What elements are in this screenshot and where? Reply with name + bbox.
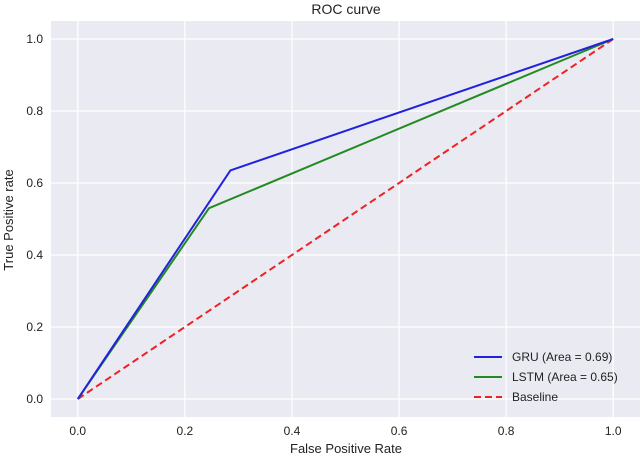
x-tick-label: 0.4 <box>284 424 301 438</box>
legend-entry-label: LSTM (Area = 0.65) <box>512 370 618 384</box>
chart-title: ROC curve <box>311 1 380 17</box>
tick-labels: 0.0 0.2 0.4 0.6 0.8 1.0 0.0 0.2 0.4 0.6 0.8 1.0 <box>26 32 622 438</box>
series-layer <box>76 38 614 400</box>
x-tick-label: 1.0 <box>605 424 622 438</box>
legend-entry-label: GRU (Area = 0.69) <box>512 350 612 364</box>
x-tick-label: 0.2 <box>177 424 194 438</box>
y-tick-label: 0.4 <box>26 248 43 262</box>
legend-entry-label: Baseline <box>512 390 558 404</box>
x-tick-label: 0.6 <box>391 424 408 438</box>
x-tick-label: 0.8 <box>498 424 515 438</box>
y-axis-label: True Positive rate <box>1 169 16 270</box>
y-tick-label: 0.2 <box>26 320 43 334</box>
y-tick-label: 0.8 <box>26 104 43 118</box>
grid-lines <box>51 21 640 417</box>
y-tick-label: 1.0 <box>26 32 43 46</box>
y-tick-label: 0.6 <box>26 176 43 190</box>
legend: GRU (Area = 0.69) LSTM (Area = 0.65) Basel… <box>474 350 618 404</box>
y-tick-label: 0.0 <box>26 392 43 406</box>
x-tick-label: 0.0 <box>69 424 86 438</box>
x-axis-label: False Positive Rate <box>290 441 402 456</box>
series-line-2 <box>77 38 614 400</box>
series-line-0 <box>76 38 614 400</box>
series-line-1 <box>76 38 614 400</box>
